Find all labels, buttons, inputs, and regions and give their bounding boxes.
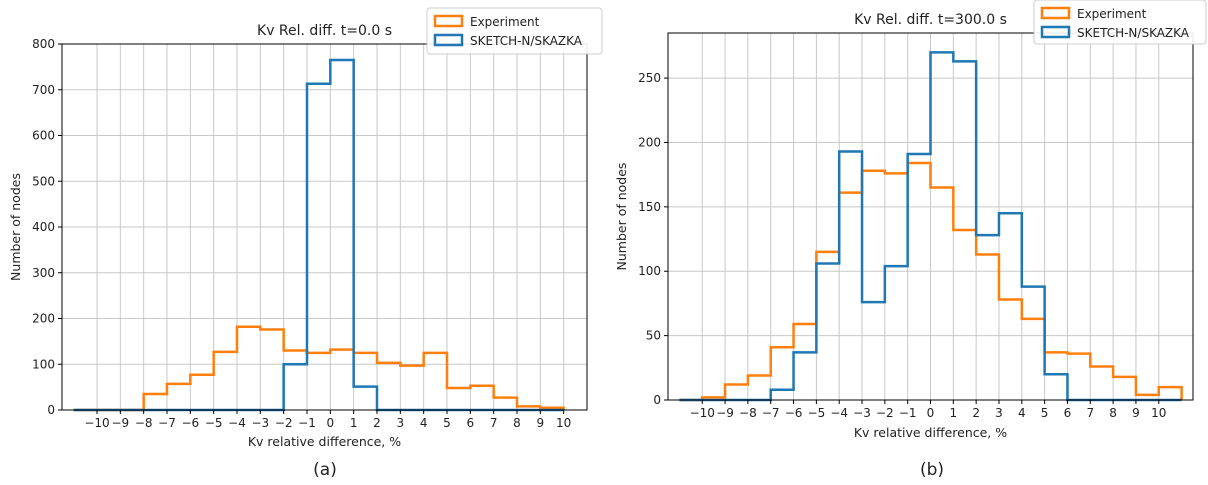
y-tick-label: 250	[638, 71, 661, 85]
legend: Experiment SKETCH-N/SKAZKA	[426, 7, 603, 55]
x-tick-label: −8	[135, 416, 153, 430]
x-tick-label: −5	[808, 406, 826, 420]
x-tick-label: −3	[251, 416, 269, 430]
x-tick-label: 10	[1151, 406, 1166, 420]
x-tick-label: −2	[275, 416, 293, 430]
panel-label: (b)	[920, 460, 944, 480]
y-axis-label: Number of nodes	[8, 173, 23, 281]
y-tick-label: 600	[32, 129, 55, 143]
y-tick-label: 100	[638, 264, 661, 278]
x-axis-label: Kv relative difference, %	[854, 425, 1007, 440]
x-tick-label: 2	[972, 406, 980, 420]
legend-swatch	[1040, 25, 1071, 39]
series-line-experiment	[73, 325, 565, 412]
gridlines	[62, 43, 587, 411]
y-tick-label: 0	[653, 393, 661, 407]
legend-box	[426, 7, 603, 55]
x-tick-label: −10	[690, 406, 715, 420]
x-tick-label: 1	[350, 416, 358, 430]
x-tick-label: 9	[1132, 406, 1140, 420]
legend-label: SKETCH-N/SKAZKA	[1077, 26, 1190, 40]
panel-a: −10 −9 −8 −7 −6 −5 −4 −3 −2 −1 0 1 2 3 4 5 6 7 8 9 100100200…	[8, 7, 603, 480]
legend-swatch	[1040, 6, 1071, 20]
legend-label: Experiment	[1077, 7, 1147, 21]
x-tick-label: −6	[785, 406, 803, 420]
series-line-sketch-n-skazka	[679, 51, 1182, 402]
x-tick-label: −6	[181, 416, 199, 430]
y-tick-label: 300	[32, 266, 55, 280]
panel-b: −10 −9 −8 −7 −6 −5 −4 −3 −2 −1 0 1 2 3 4 5 6 7 8 9 100501001…	[614, 0, 1207, 480]
x-tick-label: −2	[876, 406, 894, 420]
series-line-sketch-n-skazka	[73, 58, 564, 412]
y-tick-label: 800	[32, 37, 55, 51]
x-tick-label: −9	[716, 406, 734, 420]
y-tick-label: 200	[32, 312, 55, 326]
x-axis-label: Kv relative difference, %	[248, 434, 401, 449]
x-tick-label: −3	[853, 406, 871, 420]
y-axis-label: Number of nodes	[614, 163, 629, 271]
x-tick-label: −5	[205, 416, 223, 430]
x-tick-label: −9	[111, 416, 129, 430]
x-tick-label: −1	[298, 416, 316, 430]
x-tick-label: −4	[228, 416, 246, 430]
legend-swatch	[433, 14, 464, 28]
legend-label: SKETCH-N/SKAZKA	[470, 34, 583, 48]
panel-label: (a)	[313, 460, 337, 480]
x-tick-label: −8	[739, 406, 757, 420]
legend-swatch	[433, 33, 464, 47]
x-tick-label: −10	[84, 416, 109, 430]
x-tick-label: 3	[397, 416, 405, 430]
y-tick-label: 50	[646, 329, 661, 343]
x-tick-label: −1	[899, 406, 917, 420]
legend: Experiment SKETCH-N/SKAZKA	[1033, 0, 1207, 45]
x-tick-label: 0	[327, 416, 335, 430]
x-tick-label: 4	[420, 416, 428, 430]
x-tick-label: −4	[830, 406, 848, 420]
x-tick-label: 7	[490, 416, 498, 430]
x-tick-label: 6	[467, 416, 475, 430]
y-tick-label: 200	[638, 135, 661, 149]
y-tick-label: 700	[32, 83, 55, 97]
y-tick-label: 100	[32, 357, 55, 371]
x-tick-label: 9	[537, 416, 545, 430]
x-tick-label: 2	[373, 416, 381, 430]
y-tick-label: 400	[32, 220, 55, 234]
legend-box	[1033, 0, 1207, 45]
x-tick-label: 6	[1064, 406, 1072, 420]
x-tick-label: 5	[443, 416, 451, 430]
x-tick-label: 8	[1109, 406, 1117, 420]
x-tick-label: 8	[513, 416, 521, 430]
x-tick-label: −7	[762, 406, 780, 420]
series-line-experiment	[679, 161, 1183, 402]
chart-title: Kv Rel. diff. t=300.0 s	[854, 12, 1007, 28]
x-tick-label: 1	[950, 406, 958, 420]
x-tick-label: 3	[995, 406, 1003, 420]
x-tick-label: 10	[556, 416, 571, 430]
y-tick-label: 150	[638, 200, 661, 214]
legend-label: Experiment	[470, 15, 540, 29]
x-tick-label: 7	[1086, 406, 1094, 420]
y-tick-label: 500	[32, 174, 55, 188]
chart-title: Kv Rel. diff. t=0.0 s	[257, 23, 392, 39]
x-tick-label: 4	[1018, 406, 1026, 420]
y-tick-label: 0	[47, 403, 55, 417]
x-tick-label: 0	[927, 406, 935, 420]
x-tick-label: −7	[158, 416, 176, 430]
x-tick-label: 5	[1041, 406, 1049, 420]
